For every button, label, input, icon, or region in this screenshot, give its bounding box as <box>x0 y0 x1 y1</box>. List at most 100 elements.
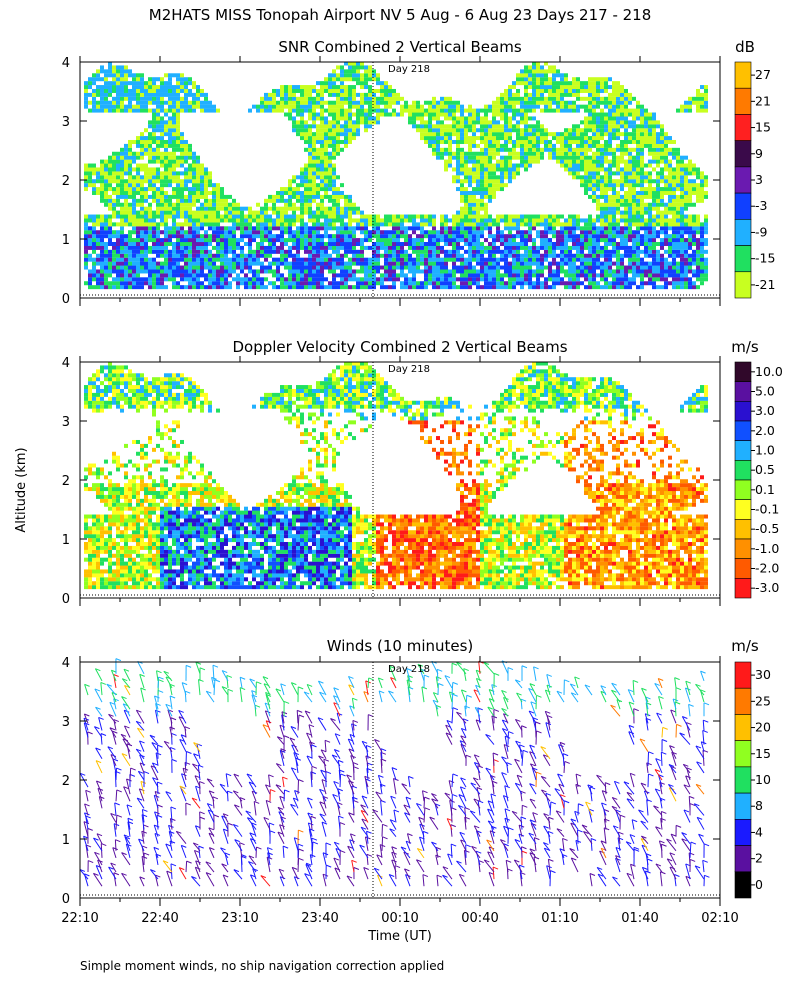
data-cell <box>380 241 384 246</box>
data-cell <box>460 159 464 164</box>
data-cell <box>548 277 552 282</box>
data-cell <box>108 92 112 97</box>
data-cell <box>196 269 200 274</box>
data-cell <box>612 253 616 258</box>
data-cell <box>448 218 452 223</box>
data-cell <box>384 218 388 223</box>
data-cell <box>588 104 592 109</box>
data-cell <box>620 147 624 152</box>
data-cell <box>600 151 604 156</box>
data-cell <box>384 81 388 86</box>
data-cell <box>324 218 328 223</box>
data-cell <box>132 222 136 227</box>
data-cell <box>456 124 460 129</box>
data-cell <box>436 128 440 133</box>
data-cell <box>492 108 496 113</box>
data-cell <box>444 218 448 223</box>
data-cell <box>108 108 112 113</box>
data-cell <box>600 253 604 258</box>
data-cell <box>252 249 256 254</box>
data-cell <box>276 214 280 219</box>
data-cell <box>516 81 520 86</box>
data-cell <box>620 210 624 215</box>
data-cell <box>584 104 588 109</box>
data-cell <box>600 273 604 278</box>
data-cell <box>280 187 284 192</box>
data-cell <box>164 273 168 278</box>
data-cell <box>144 92 148 97</box>
data-cell <box>348 210 352 215</box>
data-cell <box>260 230 264 235</box>
data-cell <box>112 159 116 164</box>
data-cell <box>608 92 612 97</box>
data-cell <box>508 222 512 227</box>
data-cell <box>608 206 612 211</box>
data-cell <box>484 132 488 137</box>
data-cell <box>600 194 604 199</box>
data-cell <box>172 88 176 93</box>
data-cell <box>344 128 348 133</box>
data-cell <box>152 226 156 231</box>
data-cell <box>288 285 292 290</box>
data-cell <box>532 108 536 113</box>
data-cell <box>248 238 252 243</box>
data-cell <box>628 202 632 207</box>
data-cell <box>356 92 360 97</box>
data-cell <box>544 69 548 74</box>
data-cell <box>356 77 360 82</box>
data-cell <box>520 77 524 82</box>
data-cell <box>580 183 584 188</box>
data-cell <box>468 120 472 125</box>
data-cell <box>556 136 560 141</box>
data-cell <box>460 257 464 262</box>
data-cell <box>240 257 244 262</box>
data-cell <box>504 100 508 105</box>
data-cell <box>200 167 204 172</box>
data-cell <box>196 265 200 270</box>
data-cell <box>564 253 568 258</box>
data-cell <box>480 183 484 188</box>
data-cell <box>324 245 328 250</box>
data-cell <box>268 214 272 219</box>
data-cell <box>524 108 528 113</box>
data-cell <box>188 179 192 184</box>
data-cell <box>524 124 528 129</box>
data-cell <box>172 257 176 262</box>
data-cell <box>580 175 584 180</box>
data-cell <box>508 128 512 133</box>
data-cell <box>616 190 620 195</box>
data-cell <box>504 136 508 141</box>
data-cell <box>396 273 400 278</box>
data-cell <box>376 226 380 231</box>
data-cell <box>476 214 480 219</box>
data-cell <box>552 77 556 82</box>
data-cell <box>268 249 272 254</box>
data-cell <box>584 120 588 125</box>
data-cell <box>100 65 104 70</box>
data-cell <box>320 202 324 207</box>
data-cell <box>264 285 268 290</box>
data-cell <box>336 238 340 243</box>
data-cell <box>596 100 600 105</box>
data-cell <box>404 214 408 219</box>
data-cell <box>436 136 440 141</box>
data-cell <box>168 171 172 176</box>
data-cell <box>248 249 252 254</box>
data-cell <box>512 245 516 250</box>
data-cell <box>616 241 620 246</box>
data-cell <box>428 222 432 227</box>
data-cell <box>144 175 148 180</box>
data-cell <box>412 245 416 250</box>
data-cell <box>164 245 168 250</box>
data-cell <box>240 261 244 266</box>
data-cell <box>132 167 136 172</box>
data-cell <box>528 100 532 105</box>
data-cell <box>340 218 344 223</box>
data-cell <box>228 241 232 246</box>
data-cell <box>136 88 140 93</box>
data-cell <box>356 112 360 117</box>
data-cell <box>592 92 596 97</box>
data-cell <box>624 238 628 243</box>
data-cell <box>124 222 128 227</box>
data-cell <box>464 265 468 270</box>
